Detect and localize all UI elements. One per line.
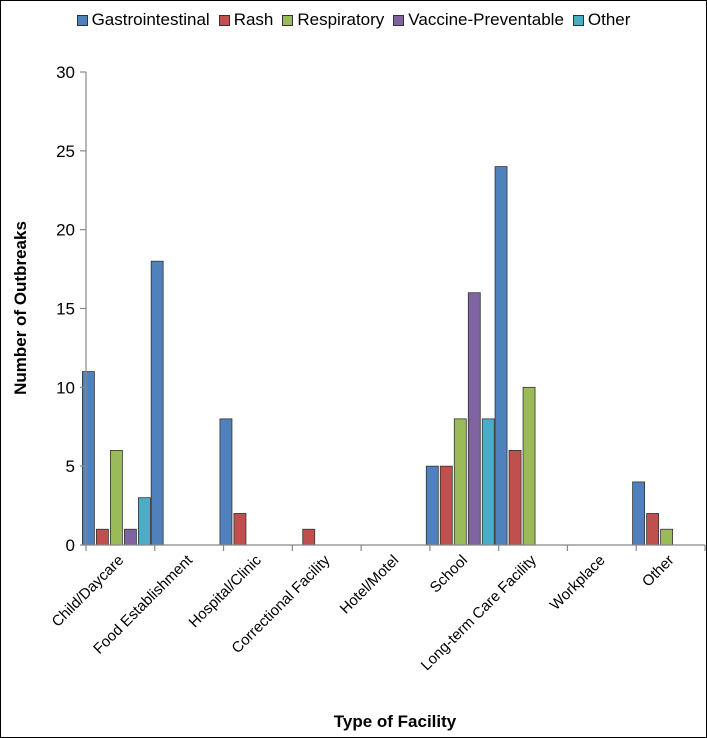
bars-group [81, 166, 674, 546]
legend-label: Respiratory [297, 10, 385, 29]
legend-item: Gastrointestinal [76, 10, 210, 30]
bar [219, 418, 233, 546]
bar [123, 528, 137, 546]
plot-area [79, 72, 705, 545]
legend-label: Other [587, 10, 631, 29]
y-tick-label: 15 [56, 300, 75, 319]
bar [508, 449, 522, 546]
x-tick-label: School [427, 552, 471, 596]
y-tick-label: 20 [56, 221, 75, 240]
legend-label: Vaccine-Preventable [408, 10, 564, 29]
legend-item: Respiratory [282, 10, 384, 30]
x-tick-label: Workplace [547, 552, 609, 614]
bar [453, 418, 467, 546]
y-tick-label: 25 [56, 142, 75, 161]
bar [81, 371, 95, 546]
y-tick-label: 30 [56, 63, 75, 82]
bar [646, 513, 660, 546]
bar [467, 292, 481, 546]
y-tick-label: 0 [66, 536, 75, 555]
y-tick-label: 10 [56, 378, 75, 397]
legend-swatch [282, 14, 294, 26]
chart-legend: Gastrointestinal Rash Respiratory Vaccine-P… [0, 10, 707, 30]
bar [632, 481, 646, 546]
legend-swatch [393, 14, 405, 26]
x-tick-label: Child/Daycare [49, 552, 128, 631]
legend-item: Vaccine-Preventable [393, 10, 564, 30]
x-tick-label: Long-term Care Facility [418, 551, 541, 674]
bar [425, 465, 439, 546]
legend-item: Rash [218, 10, 274, 30]
legend-item: Other [572, 10, 631, 30]
legend-swatch [218, 14, 230, 26]
x-tick-label: Hotel/Motel [337, 552, 403, 618]
bar [522, 386, 536, 546]
legend-label: Rash [233, 10, 274, 29]
x-axis-label: Type of Facility [334, 712, 457, 731]
legend-label: Gastrointestinal [91, 10, 210, 29]
bar [481, 418, 495, 546]
bar [439, 465, 453, 546]
bar [660, 528, 674, 546]
bar [109, 449, 123, 546]
bar [302, 528, 316, 546]
bar [494, 166, 508, 546]
x-tick-label: Other [639, 552, 678, 591]
y-axis-label: Number of Outbreaks [11, 221, 30, 395]
bar [150, 260, 164, 546]
legend-swatch [572, 14, 584, 26]
bar [137, 497, 151, 546]
y-tick-label: 5 [66, 457, 75, 476]
bar [95, 528, 109, 546]
bar [233, 513, 247, 546]
legend-swatch [76, 14, 88, 26]
